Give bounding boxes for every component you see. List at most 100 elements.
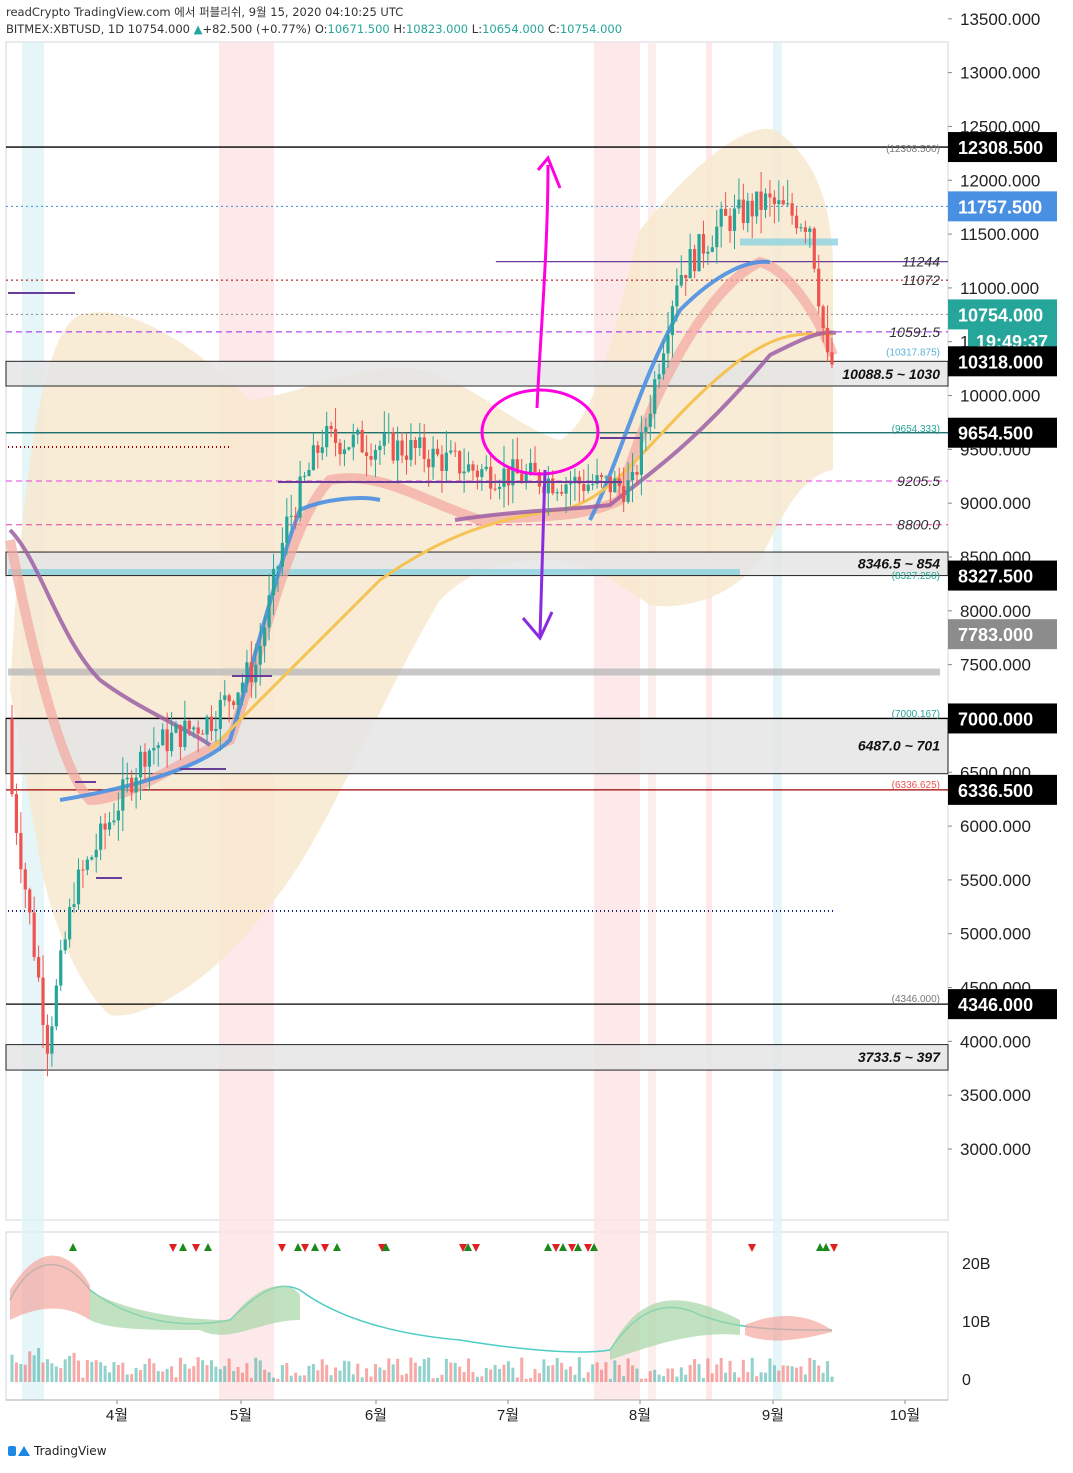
candle-body xyxy=(41,977,45,1025)
candle-body xyxy=(103,823,107,830)
candle-36 xyxy=(169,712,174,757)
candle-body xyxy=(786,203,790,205)
signal-up-icon xyxy=(294,1243,302,1251)
candle-106 xyxy=(480,464,484,491)
support-zone-2 xyxy=(5,717,949,775)
candle-body xyxy=(790,203,794,216)
candle-18 xyxy=(90,855,94,861)
candle-0 xyxy=(10,705,14,797)
price-tick-label: 9000.000 xyxy=(960,494,1031,513)
volume-bar xyxy=(453,1362,457,1382)
volume-bar xyxy=(263,1369,267,1382)
time-axis: 4월 5월 6월 7월 8월 9월 10월 xyxy=(106,1400,920,1424)
candle-113 xyxy=(511,439,515,504)
volume-bar xyxy=(635,1368,639,1382)
volume-bar xyxy=(254,1357,258,1382)
signal-down-icon xyxy=(830,1244,838,1252)
price-tick-label: 12000.000 xyxy=(960,171,1040,190)
price-badge-label: 11757.500 xyxy=(958,197,1042,217)
candle-body xyxy=(400,440,404,456)
volume-bar xyxy=(90,1361,94,1382)
candle-148 xyxy=(666,311,670,369)
candle-91 xyxy=(413,436,417,465)
volume-bar xyxy=(604,1362,608,1382)
candle-130 xyxy=(586,464,590,494)
price-badge-label: 7783.000 xyxy=(958,625,1033,645)
volume-bar xyxy=(76,1360,80,1382)
candle-body xyxy=(183,720,187,748)
volume-bar xyxy=(617,1364,621,1382)
candle-175 xyxy=(786,179,790,208)
candle-body xyxy=(533,462,537,473)
level-label: (12308.500) xyxy=(886,144,940,155)
volume-bars xyxy=(10,1348,834,1382)
candle-179 xyxy=(803,220,808,244)
volume-bar xyxy=(515,1377,519,1382)
consolidation-circle xyxy=(480,388,600,476)
candle-160 xyxy=(719,201,723,248)
volume-bar xyxy=(537,1373,541,1382)
candle-body xyxy=(635,471,639,475)
candle-body xyxy=(613,478,617,493)
candle-body xyxy=(546,478,550,494)
candle-129 xyxy=(582,469,586,502)
volume-bar xyxy=(94,1360,98,1382)
volume-bar xyxy=(741,1359,745,1382)
volume-bar xyxy=(440,1374,444,1382)
volume-bar xyxy=(706,1358,710,1382)
volume-bar xyxy=(320,1359,324,1382)
candle-body xyxy=(32,912,36,958)
candle-158 xyxy=(710,235,714,253)
volume-bar xyxy=(821,1372,825,1382)
candle-body xyxy=(622,486,626,502)
candle-116 xyxy=(524,463,528,490)
tradingview-logo[interactable]: TradingView xyxy=(8,1444,107,1458)
candle-body xyxy=(356,429,360,435)
candle-29 xyxy=(138,745,143,801)
candle-58 xyxy=(267,573,271,641)
volume-bar xyxy=(365,1368,369,1382)
volume-bar xyxy=(701,1378,705,1382)
symbol-name: BITMEX:XBTUSD, 1D xyxy=(6,22,125,36)
candle-body xyxy=(285,516,289,543)
candle-body xyxy=(107,822,112,830)
candle-55 xyxy=(254,643,258,699)
volume-bar xyxy=(99,1362,103,1382)
signal-up-icon xyxy=(822,1243,830,1251)
candle-body xyxy=(14,794,19,834)
volume-bar xyxy=(400,1375,404,1382)
candle-body xyxy=(94,849,98,858)
candle-body xyxy=(28,889,32,913)
signal-up-icon xyxy=(179,1243,187,1251)
candle-body xyxy=(161,729,165,746)
candle-54 xyxy=(249,641,253,698)
candle-5 xyxy=(32,896,36,961)
candle-87 xyxy=(396,426,400,484)
candle-139 xyxy=(626,462,630,504)
candle-107 xyxy=(484,455,488,472)
candle-body xyxy=(360,429,364,453)
volume-bar xyxy=(272,1377,276,1382)
candle-103 xyxy=(466,451,471,473)
candle-body xyxy=(200,733,205,735)
candle-72 xyxy=(329,421,333,438)
candle-body xyxy=(564,484,568,494)
candle-149 xyxy=(670,300,675,358)
volume-bar xyxy=(130,1374,134,1382)
price-change: +82.500 (+0.77%) xyxy=(202,22,312,36)
candle-11 xyxy=(59,939,63,992)
volume-bar xyxy=(480,1376,484,1382)
candle-164 xyxy=(737,178,741,214)
candle-181 xyxy=(812,226,816,273)
volume-bar xyxy=(342,1360,346,1382)
candle-body xyxy=(307,469,311,476)
candle-body xyxy=(214,728,218,732)
price-tick-label: 11500.000 xyxy=(960,225,1039,244)
candle-body xyxy=(489,466,493,489)
volume-bar xyxy=(294,1372,298,1382)
volume-bar xyxy=(750,1357,754,1382)
candle-32 xyxy=(152,727,156,765)
volume-bar xyxy=(555,1357,559,1382)
tradingview-logo-icon xyxy=(8,1444,30,1458)
